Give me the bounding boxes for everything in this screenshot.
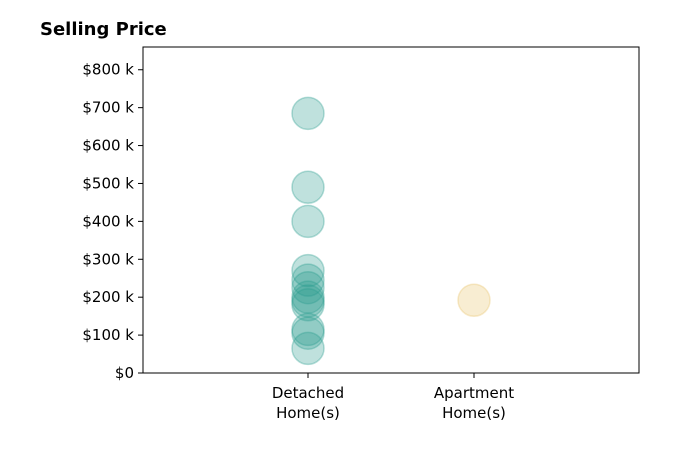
data-point [291,280,325,314]
y-tick-label: $200 k [82,288,134,306]
data-point [291,263,325,297]
x-tick-label: Detached Home(s) [272,384,344,422]
data-point [291,331,325,366]
y-tick-label: $800 k [82,61,134,79]
y-tick-label: $500 k [82,174,134,192]
data-point [291,288,325,322]
y-tick-label: $600 k [82,137,134,155]
data-point [291,284,325,318]
y-tick-label: $100 k [82,326,134,344]
plot-frame [142,46,640,374]
data-point [291,316,325,350]
y-tick-label: $400 k [82,212,134,230]
y-tick-label: $700 k [82,99,134,117]
plot-area: $0 $100 k $200 k $300 k $400 k $500 k $600 k $7… [82,46,640,422]
data-point [291,270,325,305]
data-point [291,312,325,347]
x-tick-label: Apartment Home(s) [434,384,514,422]
y-tick-label: $300 k [82,250,134,268]
chart-title: Selling Price [40,19,167,40]
data-point [291,253,325,288]
data-point [457,283,491,317]
data-point [291,96,325,131]
data-point [291,170,325,205]
data-point [291,204,325,239]
y-tick-label: $0 [115,364,134,382]
